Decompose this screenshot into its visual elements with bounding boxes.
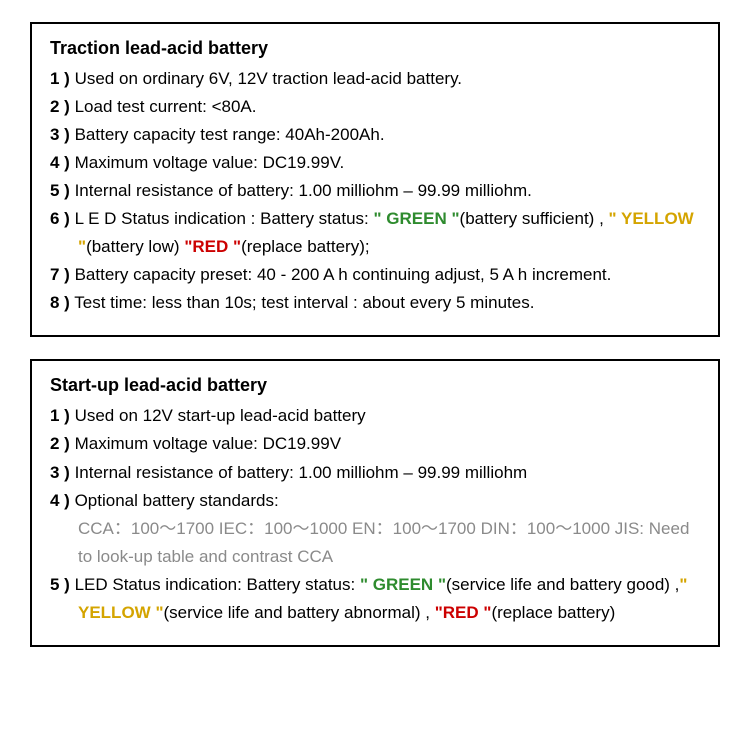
item-text: Load test current: <80A. xyxy=(75,97,257,116)
item-text: Battery capacity preset: 40 - 200 A h co… xyxy=(75,265,612,284)
status-green: GREEN xyxy=(373,575,433,594)
item-text: Used on ordinary 6V, 12V traction lead-a… xyxy=(75,69,462,88)
item-text: (replace battery); xyxy=(241,237,370,256)
item-text: (service life and battery good) , xyxy=(446,575,679,594)
item-text: Internal resistance of battery: 1.00 mil… xyxy=(75,181,532,200)
item-number: 4 ) xyxy=(50,153,70,172)
list-item: 8 ) Test time: less than 10s; test inter… xyxy=(50,289,700,317)
item-number: 4 ) xyxy=(50,491,70,510)
quote-close: " xyxy=(78,237,86,256)
quote-close: " xyxy=(228,237,241,256)
item-number: 3 ) xyxy=(50,463,70,482)
item-text: (service life and battery abnormal) , xyxy=(164,603,435,622)
item-text: Used on 12V start-up lead-acid battery xyxy=(75,406,366,425)
status-red: RED xyxy=(192,237,228,256)
item-text: Optional battery standards: xyxy=(75,491,279,510)
item-number: 6 ) xyxy=(50,209,70,228)
status-green: GREEN xyxy=(386,209,446,228)
item-number: 1 ) xyxy=(50,69,70,88)
status-red: RED xyxy=(443,603,479,622)
item-text: Battery capacity test range: 40Ah-200Ah. xyxy=(75,125,385,144)
item-number: 1 ) xyxy=(50,406,70,425)
list-item: 3 ) Internal resistance of battery: 1.00… xyxy=(50,459,700,487)
list-item: 1 ) Used on 12V start-up lead-acid batte… xyxy=(50,402,700,430)
quote-close: " xyxy=(433,575,446,594)
list-item: 2 ) Load test current: <80A. xyxy=(50,93,700,121)
startup-battery-panel: Start-up lead-acid battery 1 ) Used on 1… xyxy=(30,359,720,646)
item-number: 7 ) xyxy=(50,265,70,284)
item-number: 8 ) xyxy=(50,293,70,312)
item-text: (battery low) xyxy=(86,237,184,256)
list-item: 7 ) Battery capacity preset: 40 - 200 A … xyxy=(50,261,700,289)
quote-open: " xyxy=(435,603,443,622)
item-text: (battery sufficient) , xyxy=(460,209,609,228)
quote-open: " xyxy=(609,209,621,228)
quote-open: " xyxy=(373,209,386,228)
document-root: Traction lead-acid battery 1 ) Used on o… xyxy=(0,0,750,691)
list-item: 1 ) Used on ordinary 6V, 12V traction le… xyxy=(50,65,700,93)
startup-panel-title: Start-up lead-acid battery xyxy=(50,375,700,396)
quote-open: " xyxy=(360,575,373,594)
traction-panel-title: Traction lead-acid battery xyxy=(50,38,700,59)
item-number: 2 ) xyxy=(50,434,70,453)
item-number: 2 ) xyxy=(50,97,70,116)
status-yellow: YELLOW xyxy=(621,209,694,228)
quote-close: " xyxy=(479,603,492,622)
list-item-led-status: 5 ) LED Status indication: Battery statu… xyxy=(50,571,700,627)
item-number: 5 ) xyxy=(50,181,70,200)
list-item: 2 ) Maximum voltage value: DC19.99V xyxy=(50,430,700,458)
item-text: Internal resistance of battery: 1.00 mil… xyxy=(75,463,528,482)
item-number: 5 ) xyxy=(50,575,70,594)
list-item: 3 ) Battery capacity test range: 40Ah-20… xyxy=(50,121,700,149)
list-item: 5 ) Internal resistance of battery: 1.00… xyxy=(50,177,700,205)
battery-standards-values: CCA：100～1700 IEC：100～1000 EN：100～1700 DI… xyxy=(50,515,700,571)
quote-close: " xyxy=(447,209,460,228)
item-text: L E D Status indication : Battery status… xyxy=(75,209,374,228)
item-text: LED Status indication: Battery status: xyxy=(75,575,360,594)
quote-close: " xyxy=(151,603,164,622)
list-item-led-status: 6 ) L E D Status indication : Battery st… xyxy=(50,205,700,261)
item-text: Test time: less than 10s; test interval … xyxy=(74,293,534,312)
item-number: 3 ) xyxy=(50,125,70,144)
item-text: (replace battery) xyxy=(491,603,615,622)
quote-open: " xyxy=(679,575,687,594)
status-yellow: YELLOW xyxy=(78,603,151,622)
item-text: Maximum voltage value: DC19.99V. xyxy=(75,153,345,172)
traction-battery-panel: Traction lead-acid battery 1 ) Used on o… xyxy=(30,22,720,337)
list-item: 4 ) Optional battery standards: xyxy=(50,487,700,515)
list-item: 4 ) Maximum voltage value: DC19.99V. xyxy=(50,149,700,177)
item-text: Maximum voltage value: DC19.99V xyxy=(75,434,341,453)
